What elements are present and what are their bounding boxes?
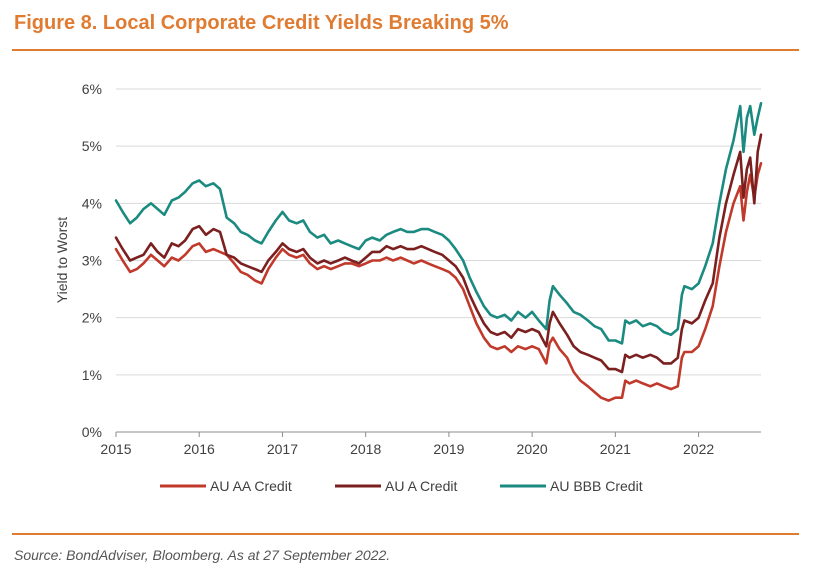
x-tick-label: 2017	[267, 441, 298, 457]
y-tick-label: 2%	[82, 310, 102, 326]
y-tick-label: 3%	[82, 253, 102, 269]
x-tick-label: 2016	[184, 441, 215, 457]
x-tick-label: 2021	[600, 441, 631, 457]
y-tick-label: 1%	[82, 367, 102, 383]
legend-label-1: AU AA Credit	[210, 478, 292, 494]
series-line-3	[114, 102, 763, 345]
x-tick-label: 2018	[350, 441, 381, 457]
axes: 0% 1% 2% 3% 4% 5% 6% 2015 2016 2017 2018 2019 2020 20…	[82, 81, 761, 457]
source-note: Source: BondAdviser, Bloomberg. As at 27…	[14, 547, 391, 563]
x-tick-label: 2015	[100, 441, 131, 457]
x-tick-label: 2020	[517, 441, 548, 457]
series-line-1	[114, 162, 763, 402]
y-tick-label: 0%	[82, 424, 102, 440]
footer-divider	[12, 533, 799, 535]
title-divider	[12, 49, 799, 51]
y-tick-label: 5%	[82, 138, 102, 154]
y-tick-label: 4%	[82, 195, 102, 211]
legend: AU AA Credit AU A Credit AU BBB Credit	[160, 478, 643, 494]
y-tick-label: 6%	[82, 81, 102, 97]
x-tick-label: 2019	[433, 441, 464, 457]
figure-title: Figure 8. Local Corporate Credit Yields …	[14, 12, 509, 34]
x-tick-label: 2022	[683, 441, 714, 457]
y-axis-title: Yield to Worst	[54, 217, 70, 303]
series-line-2	[114, 133, 763, 374]
legend-label-2: AU A Credit	[385, 478, 457, 494]
series-lines	[114, 102, 763, 402]
chart: 0% 1% 2% 3% 4% 5% 6% 2015 2016 2017 2018 2019 2020 20…	[54, 81, 763, 494]
legend-label-3: AU BBB Credit	[550, 478, 643, 494]
